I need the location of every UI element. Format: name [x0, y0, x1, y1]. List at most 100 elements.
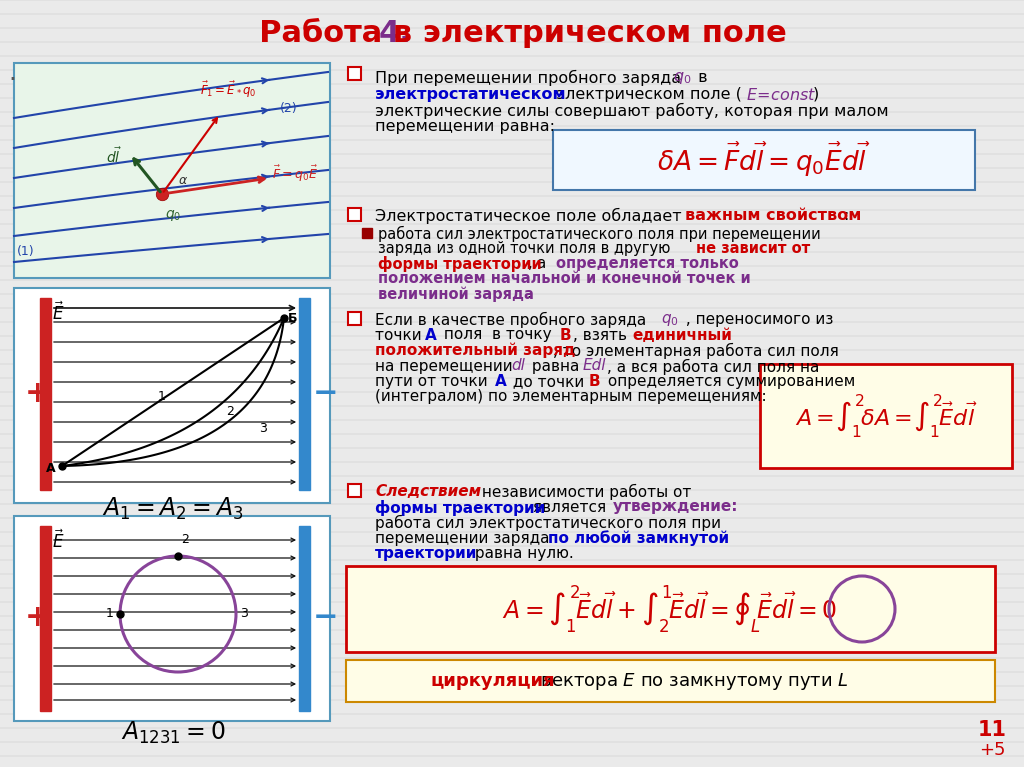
- Text: ·: ·: [8, 68, 16, 92]
- FancyBboxPatch shape: [14, 516, 330, 721]
- Text: $A_{1231}=0$: $A_{1231}=0$: [121, 720, 225, 746]
- Text: величиной заряда: величиной заряда: [378, 286, 534, 301]
- Bar: [40, 526, 51, 711]
- Text: $\delta A = \vec{F}d\vec{l} = q_0\vec{E}d\vec{l}$: $\delta A = \vec{F}d\vec{l} = q_0\vec{E}…: [657, 141, 870, 179]
- Text: работа сил электростатического поля при: работа сил электростатического поля при: [375, 515, 721, 532]
- Text: 2: 2: [181, 533, 188, 546]
- Text: электрические силы совершают работу, которая при малом: электрические силы совершают работу, кот…: [375, 103, 889, 119]
- Text: $A=\!\int_1^2\!\delta A=\!\int_1^2\!\vec{E}d\vec{l}$: $A=\!\int_1^2\!\delta A=\!\int_1^2\!\vec…: [795, 392, 977, 440]
- Text: (интегралом) по элементарным перемещениям:: (интегралом) по элементарным перемещения…: [375, 390, 767, 404]
- Text: определяется суммированием: определяется суммированием: [603, 374, 855, 389]
- Text: +5: +5: [979, 741, 1006, 759]
- Text: электростатическом: электростатическом: [375, 87, 566, 101]
- Text: определяется только: определяется только: [556, 256, 738, 271]
- FancyBboxPatch shape: [14, 63, 330, 278]
- Text: вектора $E$ по замкнутому пути $L$: вектора $E$ по замкнутому пути $L$: [535, 670, 849, 692]
- Text: 11: 11: [978, 720, 1007, 740]
- Text: 1: 1: [106, 607, 114, 620]
- Text: $\vec{E}$: $\vec{E}$: [52, 302, 65, 324]
- Text: А: А: [46, 462, 55, 475]
- Text: 1: 1: [158, 390, 166, 403]
- Text: важным свойством: важным свойством: [685, 208, 861, 223]
- Text: $\vec{E}$: $\vec{E}$: [52, 530, 65, 552]
- Text: , а: , а: [528, 256, 551, 271]
- Text: по любой замкнутой: по любой замкнутой: [548, 531, 729, 546]
- Text: является: является: [528, 499, 611, 515]
- Bar: [299, 526, 310, 711]
- Text: формы траектории: формы траектории: [375, 499, 545, 515]
- FancyBboxPatch shape: [553, 130, 975, 190]
- Text: единичный: единичный: [632, 328, 732, 343]
- FancyBboxPatch shape: [760, 364, 1012, 468]
- FancyBboxPatch shape: [14, 288, 330, 503]
- Text: А: А: [425, 328, 437, 343]
- FancyBboxPatch shape: [348, 312, 361, 325]
- Bar: [40, 298, 51, 490]
- Text: не зависит от: не зависит от: [696, 241, 810, 256]
- Text: +: +: [25, 604, 50, 633]
- Text: положительный заряд: положительный заряд: [375, 343, 575, 358]
- Text: Работа в электрическом поле: Работа в электрическом поле: [238, 18, 786, 48]
- Text: , переносимого из: , переносимого из: [681, 312, 834, 327]
- Text: $\alpha$: $\alpha$: [178, 174, 188, 187]
- Text: В: В: [560, 328, 571, 343]
- Text: до точки: до точки: [508, 374, 589, 389]
- Text: , а вся работа сил поля на: , а вся работа сил поля на: [607, 358, 819, 374]
- Text: работа сил электростатического поля при перемещении: работа сил электростатического поля при …: [378, 226, 821, 242]
- Text: $E\!=\!const$: $E\!=\!const$: [746, 87, 816, 103]
- Text: положением начальной и конечной точек и: положением начальной и конечной точек и: [378, 271, 751, 286]
- Text: $A_1=A_2=A_3$: $A_1=A_2=A_3$: [102, 496, 244, 522]
- Text: циркуляция: циркуляция: [430, 672, 555, 690]
- FancyBboxPatch shape: [348, 67, 361, 80]
- Text: $\vec{F}_1=\vec{E}_*q_0$: $\vec{F}_1=\vec{E}_*q_0$: [200, 80, 256, 100]
- Text: Б: Б: [288, 312, 298, 325]
- Text: −: −: [313, 378, 339, 407]
- Text: А: А: [495, 374, 507, 389]
- Text: равна: равна: [527, 358, 585, 374]
- Text: точки: точки: [375, 328, 427, 343]
- Text: , то элементарная работа сил поля: , то элементарная работа сил поля: [553, 343, 839, 359]
- Text: Edl: Edl: [583, 358, 606, 374]
- Text: заряда из одной точки поля в другую: заряда из одной точки поля в другую: [378, 241, 675, 256]
- Bar: [299, 298, 310, 490]
- Text: траектории: траектории: [375, 546, 477, 561]
- Text: 3: 3: [240, 607, 248, 620]
- Text: :: :: [843, 208, 848, 223]
- Text: перемещении заряда: перемещении заряда: [375, 531, 554, 545]
- Text: , взять: , взять: [573, 328, 632, 343]
- Text: утверждение:: утверждение:: [613, 499, 738, 515]
- Text: равна нулю.: равна нулю.: [470, 546, 573, 561]
- Text: (2): (2): [280, 102, 298, 115]
- Text: $d\vec{l}$: $d\vec{l}$: [106, 146, 122, 166]
- Text: 2: 2: [226, 405, 233, 418]
- Text: перемещении равна:: перемещении равна:: [375, 120, 555, 134]
- Text: в: в: [693, 70, 708, 85]
- Text: dl: dl: [511, 358, 525, 374]
- Text: При перемещении пробного заряда: При перемещении пробного заряда: [375, 70, 686, 86]
- Text: на перемещении: на перемещении: [375, 358, 517, 374]
- Text: $A=\int_1^2\!\vec{E}d\vec{l}+\int_2^1\!\vec{E}d\vec{l}=\oint_L\!\vec{E}d\vec{l}=: $A=\int_1^2\!\vec{E}d\vec{l}+\int_2^1\!\…: [503, 583, 838, 635]
- Text: +: +: [25, 378, 50, 407]
- Text: поля  в точку: поля в точку: [439, 328, 556, 343]
- Text: $\vec{F}=q_0\vec{E}$: $\vec{F}=q_0\vec{E}$: [272, 164, 318, 184]
- Text: формы траектории: формы траектории: [378, 256, 542, 272]
- Text: $q_0$: $q_0$: [165, 208, 181, 223]
- Text: $q_0$: $q_0$: [662, 312, 679, 328]
- Text: независимости работы от: независимости работы от: [477, 484, 691, 500]
- Text: В: В: [589, 374, 601, 389]
- Text: .: .: [526, 286, 530, 301]
- FancyBboxPatch shape: [346, 660, 995, 702]
- FancyBboxPatch shape: [348, 484, 361, 497]
- Text: Если в качестве пробного заряда: Если в качестве пробного заряда: [375, 312, 651, 328]
- Text: пути от точки: пути от точки: [375, 374, 493, 389]
- FancyBboxPatch shape: [346, 566, 995, 652]
- Text: ): ): [813, 87, 819, 101]
- Text: (1): (1): [17, 245, 35, 258]
- Text: электрическом поле (: электрическом поле (: [551, 87, 741, 101]
- Text: 4.: 4.: [379, 18, 412, 48]
- Text: $q_0$: $q_0$: [673, 70, 691, 86]
- Text: Следствием: Следствием: [375, 484, 481, 499]
- Text: Электростатическое поле обладает: Электростатическое поле обладает: [375, 208, 687, 224]
- Bar: [362, 228, 372, 238]
- Text: −: −: [313, 604, 339, 633]
